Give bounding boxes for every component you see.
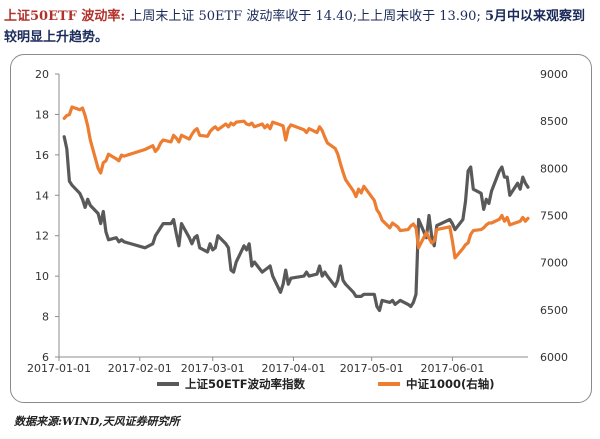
y-left-tick-label: 8 <box>42 311 49 324</box>
header-body: 上周末上证 50ETF 波动率收于 14.40;上上周末收于 13.90; <box>129 9 481 24</box>
y-left-tick-label: 10 <box>35 270 49 283</box>
y-right-tick-label: 8000 <box>540 162 568 175</box>
source-note: 数据来源:WIND,天风证券研究所 <box>14 415 180 428</box>
header-tail: 5月中以来观察到较明显上升趋势。 <box>4 9 586 45</box>
y-left-tick-label: 6 <box>42 351 49 364</box>
x-tick-label: 2017-05-01 <box>340 362 404 375</box>
y-right-tick-label: 9000 <box>540 68 568 81</box>
y-left-tick-label: 18 <box>35 108 49 121</box>
y-left-tick-label: 16 <box>35 149 49 162</box>
y-left-tick-label: 14 <box>35 189 49 202</box>
legend-label-csi1000: 中证1000(右轴) <box>406 377 495 391</box>
y-right-tick-label: 6500 <box>540 304 568 317</box>
x-tick-label: 2017-06-01 <box>420 362 484 375</box>
series-line-50etf-vol <box>62 135 530 313</box>
y-right-tick-label: 6000 <box>540 351 568 364</box>
x-tick-label: 2017-03-01 <box>181 362 245 375</box>
x-tick-label: 2017-04-01 <box>262 362 326 375</box>
x-tick-label: 2017-02-01 <box>108 362 172 375</box>
legend-label-50etf-vol: 上证50ETF波动率指数 <box>185 377 306 391</box>
chart-frame <box>10 54 592 403</box>
x-tick-label: 2017-01-01 <box>27 362 91 375</box>
y-right-tick-label: 8500 <box>540 115 568 128</box>
series-line-csi1000 <box>62 105 530 260</box>
y-right-tick-label: 7500 <box>540 210 568 223</box>
chart-header: 上证50ETF 波动率: 上周末上证 50ETF 波动率收于 14.40;上上周… <box>4 6 596 48</box>
y-left-tick-label: 12 <box>35 230 49 243</box>
header-lead: 上证50ETF 波动率: <box>4 9 126 24</box>
y-left-tick-label: 20 <box>35 68 49 81</box>
y-right-tick-label: 7000 <box>540 257 568 270</box>
